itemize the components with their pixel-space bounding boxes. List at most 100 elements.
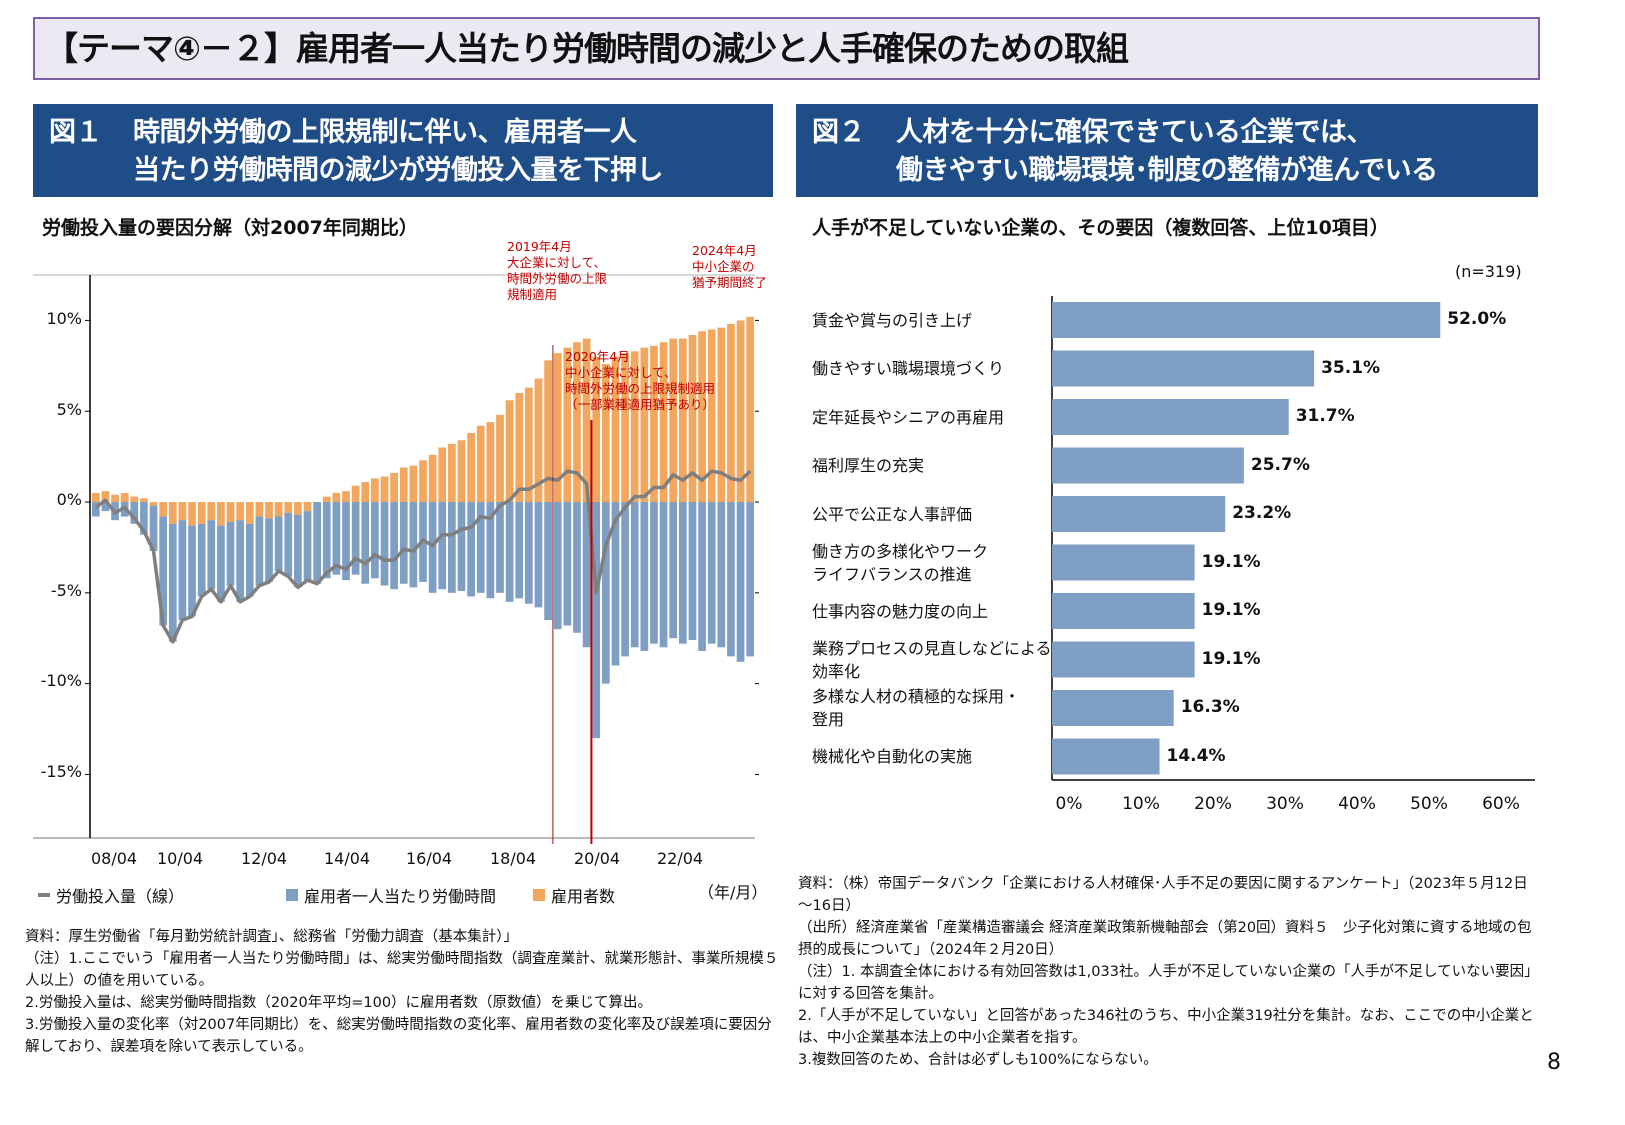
bar-employees [303,502,312,512]
bar-employees [149,502,158,506]
bar-employees [265,502,273,519]
bar-employees [236,502,245,521]
bar-hours [505,502,514,602]
bar-employees [351,485,360,503]
bar-employees [746,316,755,503]
bar-hours [130,502,139,524]
bar-hours [515,502,524,599]
value-label: 19.1% [1201,600,1261,620]
x-tick: 08/04 [91,849,138,868]
bar-factor [1052,350,1315,387]
bar-hours [698,502,706,651]
bar-hours [573,502,581,633]
bar-employees [678,338,687,503]
y-tick: 0% [56,490,82,509]
bar-factor [1052,738,1160,775]
bar-employees [630,351,639,503]
x-unit: （年/月） [698,883,768,902]
value-label: 35.1% [1321,357,1381,378]
bar-employees [380,476,389,503]
bar-employees [294,502,302,515]
fig1-chart [33,274,759,844]
value-label: 23.2% [1232,503,1292,523]
bar-employees [188,502,196,526]
y-tick: -10% [40,671,82,690]
bar-hours [544,502,552,621]
bar-hours [669,502,678,639]
bar-hours [476,502,485,593]
bar-employees [419,460,427,503]
fig1-subtitle: 労働投入量の要因分解（対2007年同期比） [42,217,418,239]
bar-hours [457,502,466,592]
bar-hours [322,502,331,579]
bar-hours [640,502,649,651]
bar-hours [467,502,475,597]
bar-employees [553,353,562,503]
legend-label: 労働投入量（線） [56,887,185,906]
bar-employees [91,492,100,503]
x-tick: 22/04 [657,849,704,868]
bar-employees [207,502,216,521]
bar-employees [736,320,745,503]
x-tick: 60% [1482,794,1520,814]
y-tick: -15% [40,762,82,781]
bar-employees [130,496,139,503]
bar-employees [197,502,206,524]
value-label: 31.7% [1295,406,1355,426]
bar-employees [120,492,129,503]
bar-factor [1052,641,1195,678]
annotation-2019: 2019年4月 大企業に対して、 時間外労働の上限 規制適用 [507,239,608,302]
bar-hours [313,502,321,584]
fig1-number: 図１ [49,117,103,148]
bar-employees [698,331,706,503]
x-tick: 20% [1194,794,1232,814]
bar-employees [448,443,456,503]
x-tick: 0% [1055,794,1083,814]
bar-employees [611,356,620,503]
bar-employees [573,342,581,503]
bar-hours [140,502,148,535]
bar-employees [322,496,331,503]
value-label: 19.1% [1201,551,1261,572]
bar-hours [101,502,110,512]
bar-hours [255,516,264,586]
bar-employees [496,414,504,503]
value-label: 25.7% [1250,454,1310,475]
y-tick: -5% [50,581,82,600]
category-label: 仕事内容の魅力度の向上 [812,601,989,621]
bar-hours [390,502,398,590]
bar-employees [274,502,283,517]
x-tick: 18/04 [490,849,537,868]
line-labour-input [94,469,752,644]
fig2-heading: 人材を十分に確保できている企業では、 働きやすい職場環境･制度の整備が進んでいる [896,117,1438,186]
bar-hours [236,520,245,602]
x-tick: 16/04 [406,849,453,868]
bar-employees [111,494,119,503]
bar-factor [1052,399,1289,435]
y-tick: 10% [46,309,82,328]
bar-hours [736,502,745,662]
bar-hours [621,502,629,657]
bar-employees [592,356,601,503]
bar-hours [525,502,533,604]
fig1-heading: 時間外労働の上限規制に伴い、雇用者一人 当たり労働時間の減少が労働投入量を下押し [133,117,664,186]
bar-hours [399,502,408,584]
bar-hours [178,520,187,621]
bar-hours [438,502,447,590]
bar-employees [332,492,341,503]
bar-employees [159,502,168,517]
bar-employees [342,491,350,503]
legend-employees: 雇用者数 [533,883,615,907]
category-label: 業務プロセスの見直しなどによる 効率化 [812,638,1052,681]
bar-employees [544,360,552,503]
bar-hours [226,521,235,586]
bar-hours [582,502,591,648]
legend-swatch [286,889,298,901]
bar-employees [476,425,485,503]
bar-employees [707,329,716,503]
bar-hours [428,502,437,593]
fig2-subtitle: 人手が不足していない企業の、その要因（複数回答、上位10項目） [812,217,1389,239]
bar-employees [467,433,475,503]
bar-hours [601,502,610,684]
bar-employees [399,467,408,503]
